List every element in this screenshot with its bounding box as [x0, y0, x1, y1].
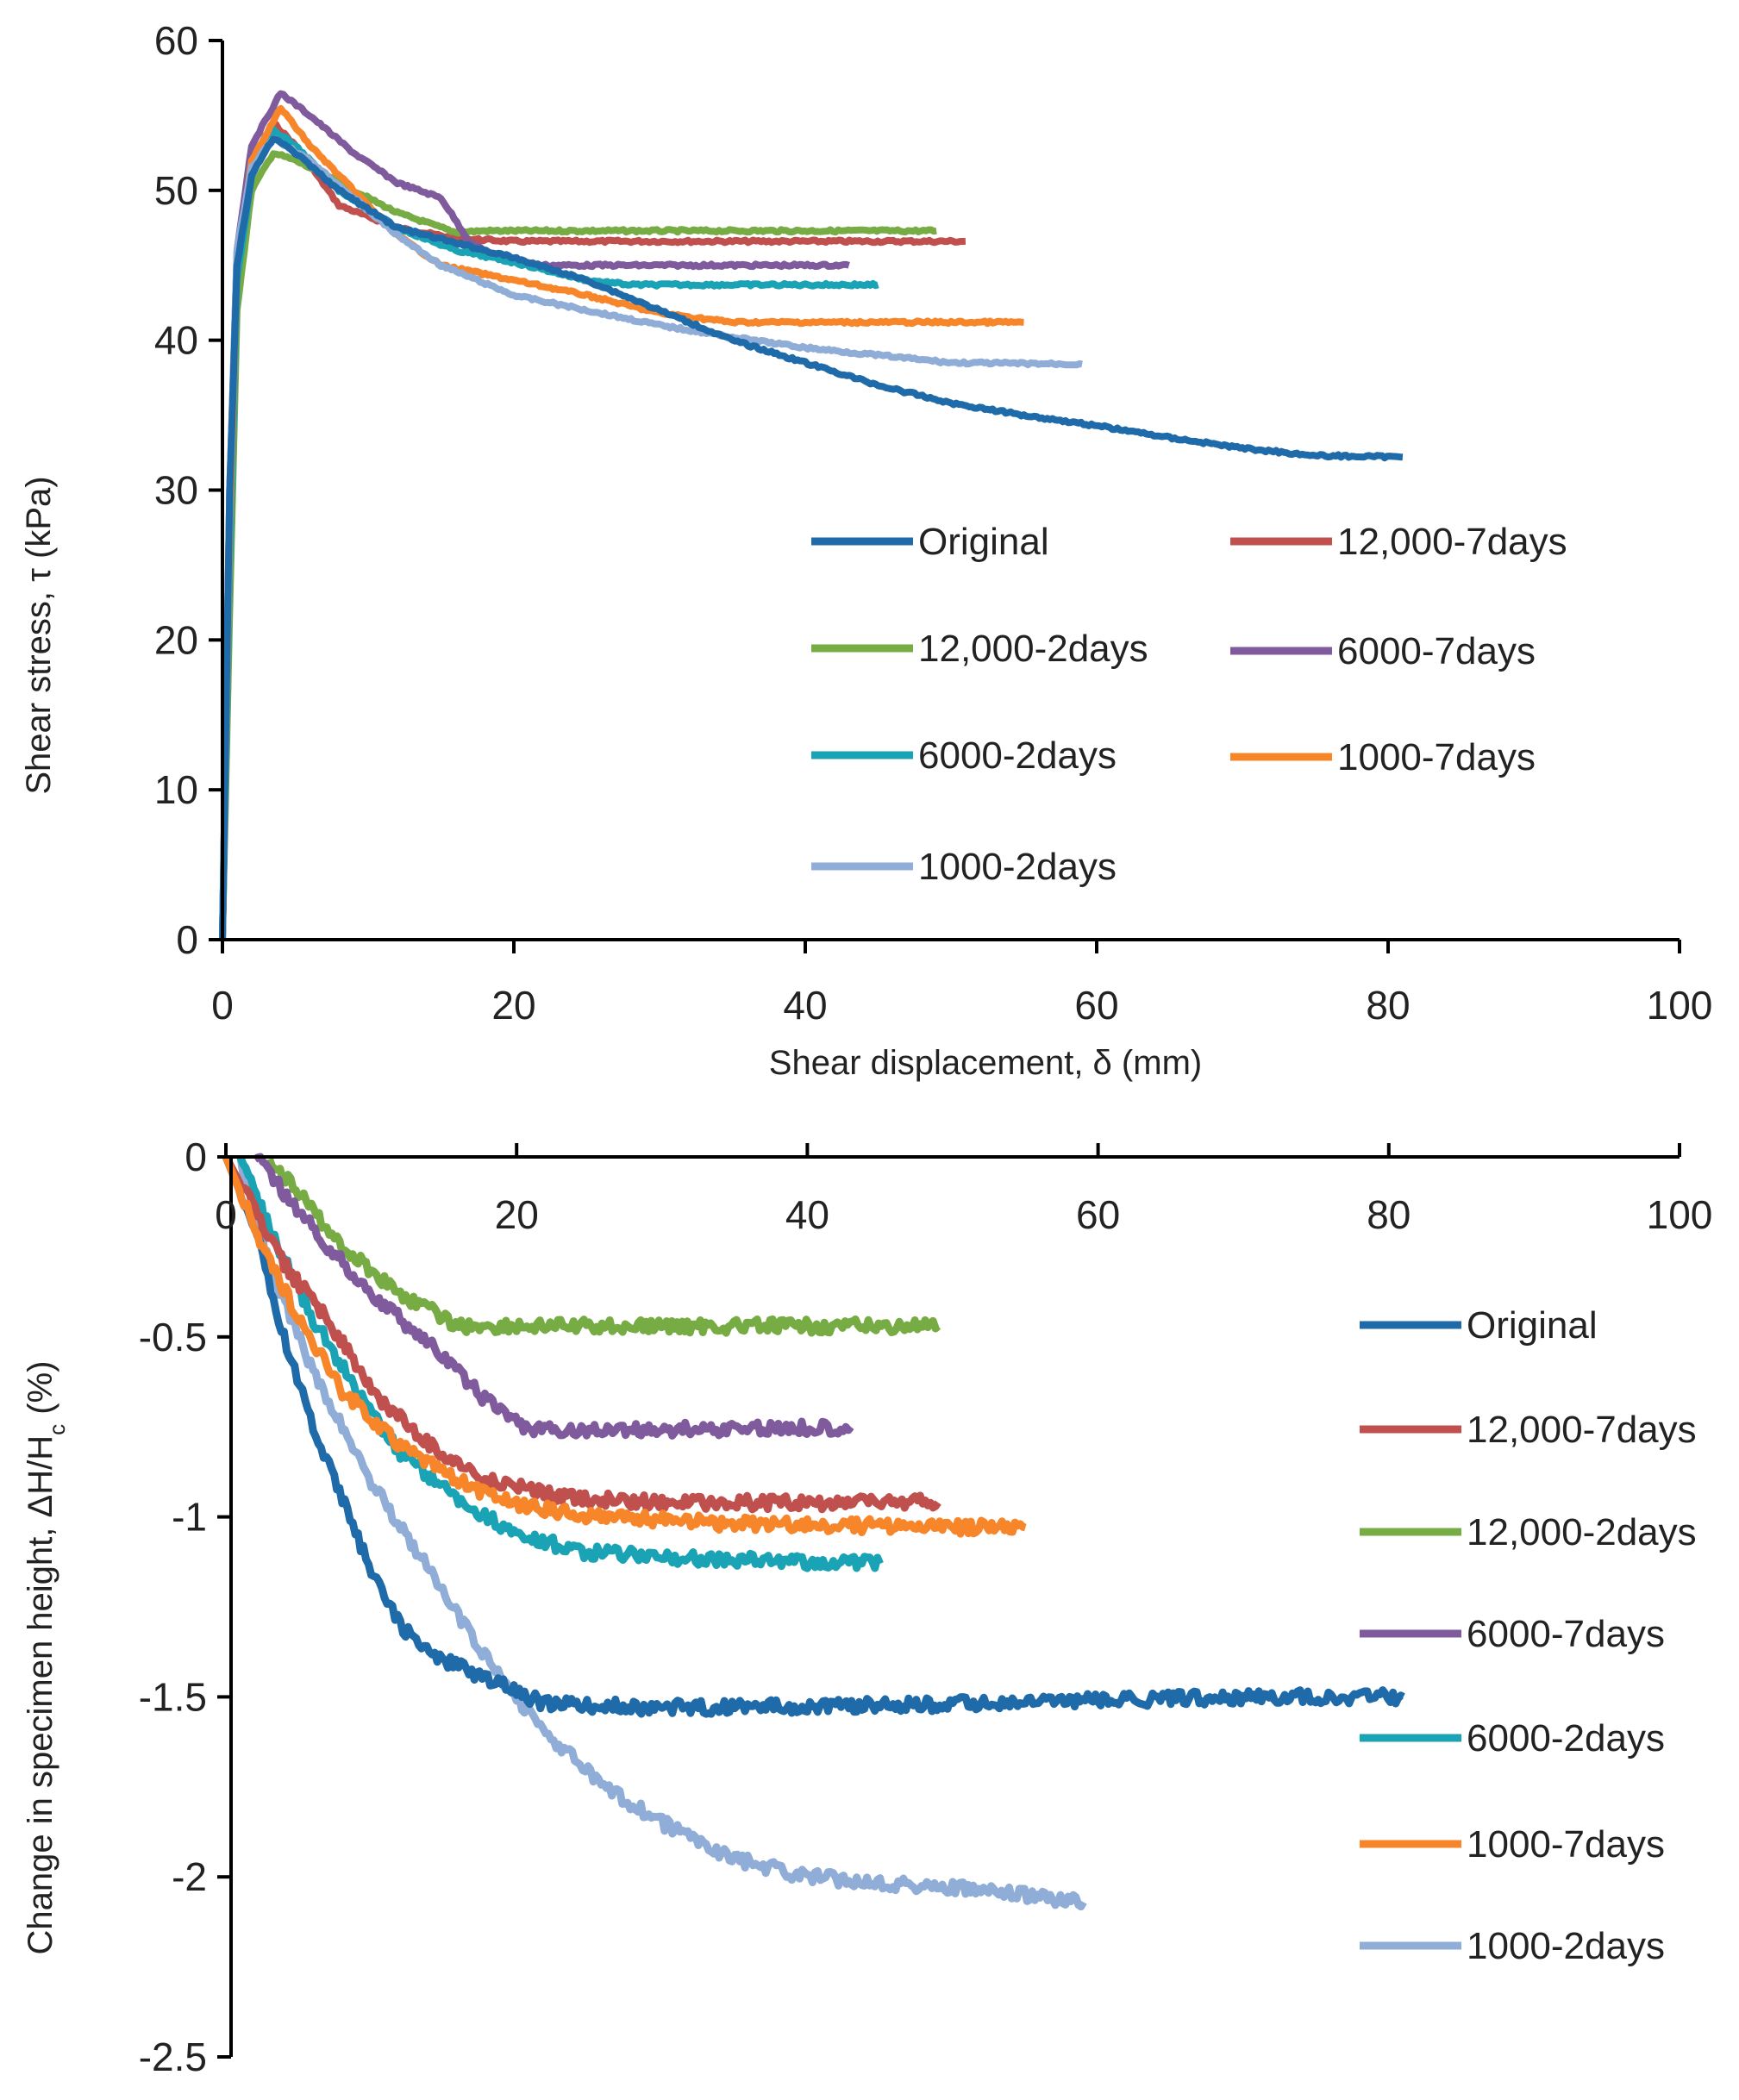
legend-label: 6000-7days [1337, 630, 1536, 672]
y-tick-label: 20 [154, 617, 198, 662]
x-tick-label: 40 [783, 983, 827, 1028]
x-tick-label: 60 [1076, 1192, 1120, 1237]
x-tick-label: 0 [211, 983, 234, 1028]
x-tick-label: 100 [1647, 1192, 1713, 1237]
series-line-1000-7days [219, 104, 1025, 941]
x-tick-label: 20 [491, 983, 535, 1028]
y-tick-label: -1.5 [139, 1674, 207, 1719]
y-tick-label: 10 [154, 767, 198, 812]
series-line-12-000-2days [266, 1158, 941, 1337]
y-tick-label: -2.5 [139, 2034, 207, 2079]
series-line-6000-2days [219, 125, 879, 941]
y-tick-label: 30 [154, 468, 198, 513]
legend-label: 6000-7days [1467, 1613, 1665, 1655]
legend-label: 1000-2days [918, 846, 1117, 888]
legend-label: 6000-2days [1467, 1717, 1665, 1759]
legend-label: 12,000-7days [1337, 521, 1567, 563]
y-tick-label: 40 [154, 318, 198, 363]
series-line-12-000-7days [219, 118, 966, 941]
y-axis-title: Change in specimen height, ΔH/Hc (%) [22, 1361, 70, 1955]
y-tick-label: 50 [154, 168, 198, 213]
series-line-6000-2days [236, 1155, 884, 1572]
x-axis-title: Shear displacement, δ (mm) [769, 1044, 1202, 1082]
series-line-1000-7days [222, 1155, 1027, 1538]
y-axis-title: Shear stress, τ (kPa) [20, 476, 58, 794]
legend-label: 12,000-7days [1467, 1409, 1697, 1451]
y-tick-label: 0 [176, 917, 198, 962]
series-line-1000-2days [236, 1156, 1087, 1911]
y-tick-label: 0 [185, 1134, 207, 1179]
series-line-12-000-7days [222, 1154, 941, 1514]
x-tick-label: 80 [1367, 1192, 1411, 1237]
series-line-6000-7days [219, 90, 850, 941]
y-tick-label: -2 [172, 1854, 207, 1899]
height-change-chart: 0 20 40 60 80 100 0 -0.5 -1 -1.5 -2 -2.5 Original 12,… [22, 1134, 1712, 2079]
shear-stress-chart: 0 20 40 60 80 100 0 10 20 30 40 50 60 Original 12,000-… [20, 18, 1712, 1082]
legend-label: 12,000-2days [1467, 1511, 1697, 1553]
x-tick-label: 20 [495, 1192, 539, 1237]
x-tick-label: 100 [1647, 983, 1713, 1028]
series-line-original [222, 1155, 1405, 1718]
legend-label: 1000-2days [1467, 1925, 1665, 1967]
legend-label: Original [918, 521, 1049, 563]
x-tick-label: 0 [215, 1192, 237, 1237]
series-line-12-000-2days [219, 150, 938, 941]
legend-label: 1000-7days [1467, 1823, 1665, 1866]
series-line-6000-7days [253, 1153, 854, 1440]
legend-label: Original [1467, 1304, 1598, 1347]
y-tick-label: -0.5 [139, 1315, 207, 1359]
y-tick-label: -1 [172, 1495, 207, 1540]
series-line-original [219, 135, 1404, 941]
legend-label: 6000-2days [918, 734, 1117, 777]
y-axis-title-unit: (%) [22, 1361, 59, 1424]
x-tick-label: 80 [1366, 983, 1410, 1028]
y-axis-title-main: Change in specimen height, ΔH/H [22, 1435, 59, 1955]
x-tick-label: 60 [1074, 983, 1118, 1028]
legend-label: 1000-7days [1337, 736, 1536, 778]
legend-label: 12,000-2days [918, 628, 1148, 670]
x-tick-label: 40 [785, 1192, 829, 1237]
y-tick-label: 60 [154, 18, 198, 63]
y-axis-title-subscript: c [44, 1424, 70, 1435]
